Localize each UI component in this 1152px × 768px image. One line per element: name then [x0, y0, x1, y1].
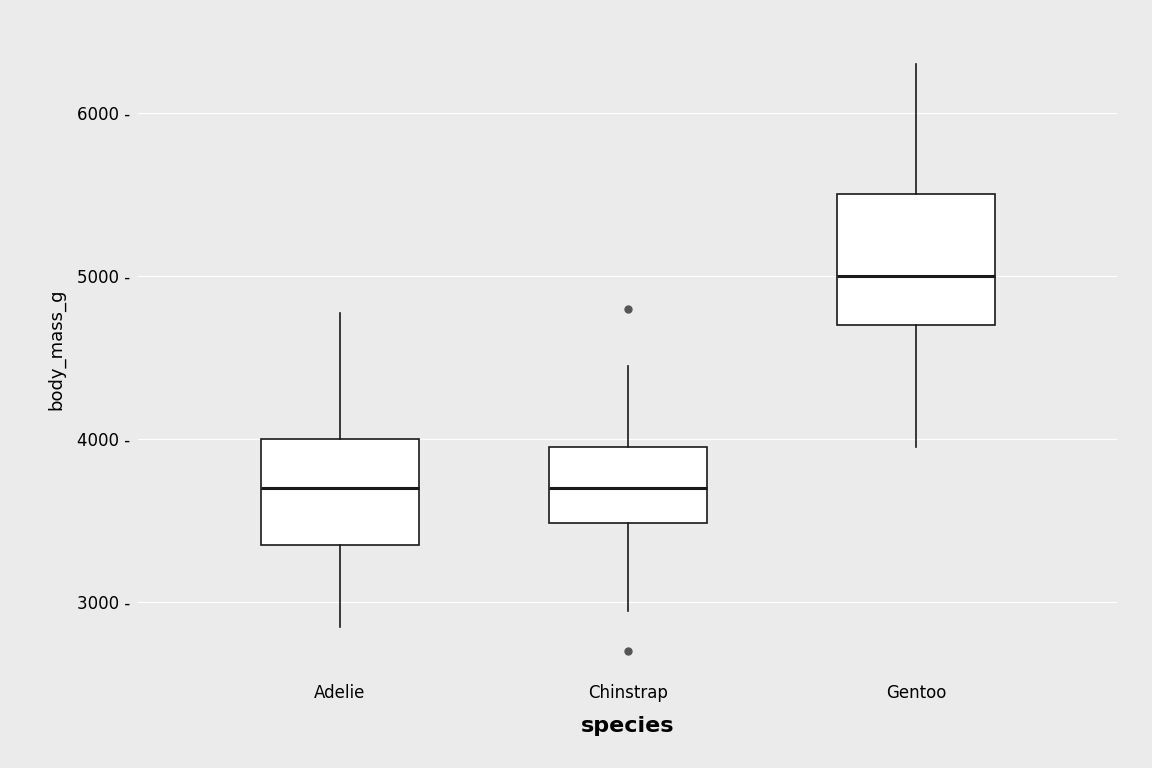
- X-axis label: species: species: [581, 716, 675, 736]
- Y-axis label: body_mass_g: body_mass_g: [47, 289, 66, 410]
- PathPatch shape: [548, 447, 707, 523]
- PathPatch shape: [260, 439, 419, 545]
- PathPatch shape: [836, 194, 995, 325]
